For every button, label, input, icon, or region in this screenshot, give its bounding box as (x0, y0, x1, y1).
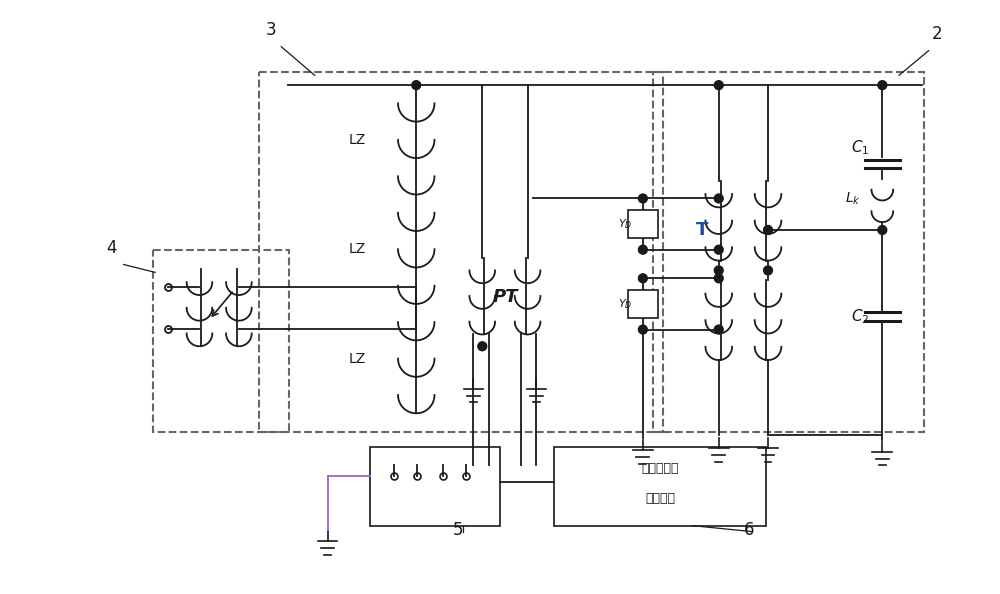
Circle shape (714, 325, 723, 334)
Text: 录波模块: 录波模块 (645, 492, 675, 505)
Bar (628, 289, 658, 318)
Text: 3: 3 (265, 21, 276, 39)
Text: $Y_D$: $Y_D$ (618, 217, 633, 231)
Circle shape (638, 274, 647, 283)
Circle shape (638, 194, 647, 203)
Circle shape (878, 81, 887, 90)
Text: $C_2$: $C_2$ (851, 308, 869, 326)
Circle shape (764, 226, 772, 235)
Text: LZ: LZ (348, 352, 366, 365)
Text: $L_k$: $L_k$ (845, 191, 861, 207)
Circle shape (878, 226, 887, 235)
Text: PT: PT (492, 288, 518, 306)
FancyBboxPatch shape (370, 447, 500, 526)
Text: T: T (696, 221, 708, 239)
Text: LZ: LZ (348, 242, 366, 256)
Text: 6: 6 (744, 522, 755, 539)
Text: 4: 4 (106, 239, 116, 257)
Text: $C_1$: $C_1$ (851, 138, 869, 157)
Circle shape (412, 81, 421, 90)
Text: 5: 5 (453, 522, 463, 539)
Circle shape (714, 245, 723, 254)
Circle shape (478, 342, 487, 350)
FancyBboxPatch shape (554, 447, 766, 526)
Circle shape (638, 325, 647, 334)
Circle shape (714, 266, 723, 275)
Bar (628, 210, 658, 238)
Circle shape (714, 81, 723, 90)
Text: $Y_D$: $Y_D$ (618, 297, 633, 311)
Circle shape (714, 274, 723, 283)
Circle shape (764, 266, 772, 275)
Circle shape (638, 245, 647, 254)
Circle shape (714, 194, 723, 203)
Text: 数据分析及: 数据分析及 (641, 462, 679, 475)
Text: LZ: LZ (348, 133, 366, 147)
Text: 2: 2 (932, 25, 942, 43)
